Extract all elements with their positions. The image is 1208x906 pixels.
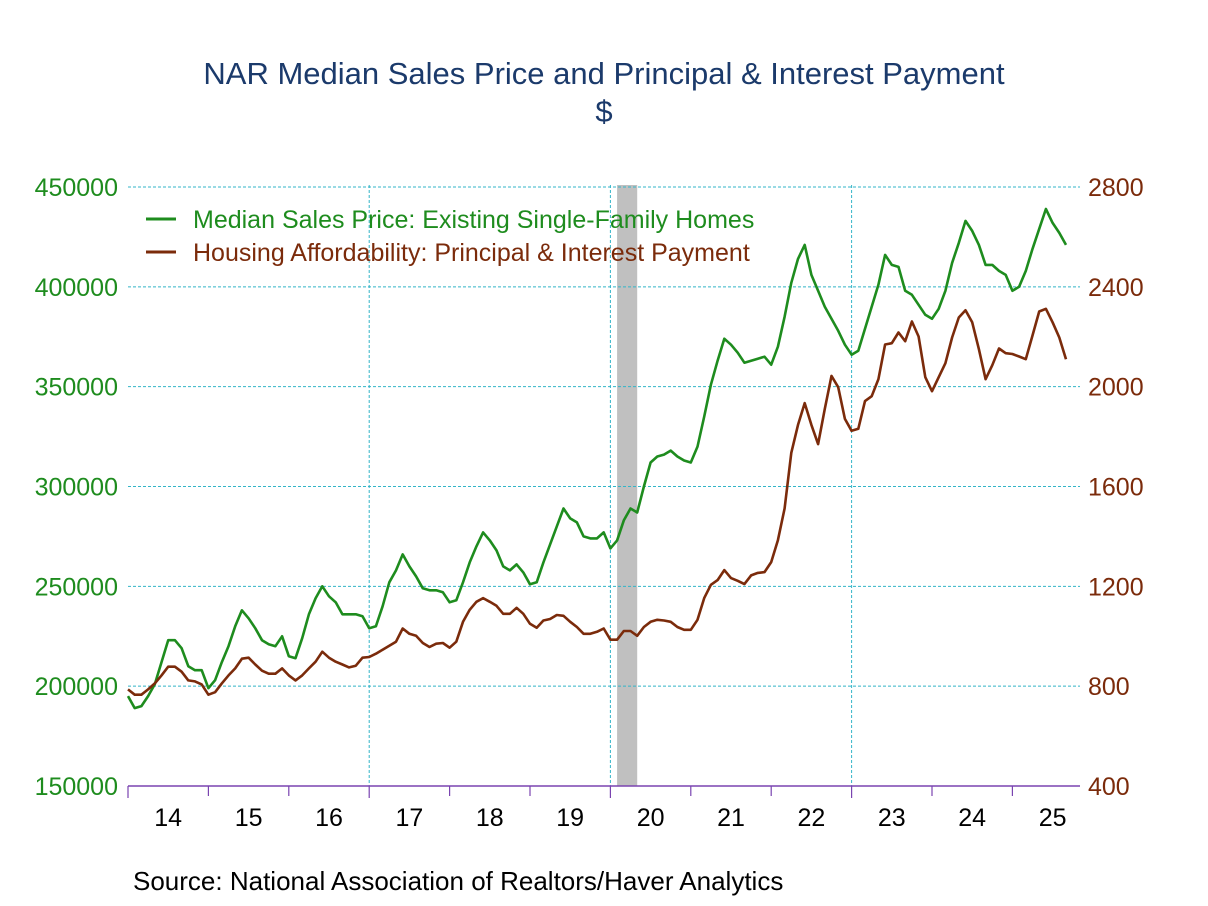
source-note: Source: National Association of Realtors… (133, 866, 784, 896)
left-axis-tick-label: 400000 (35, 274, 118, 302)
x-axis-tick-label: 24 (958, 804, 986, 832)
x-axis-tick-label: 21 (717, 804, 745, 832)
x-axis-tick-label: 22 (797, 804, 825, 832)
median-price-line (126, 207, 1068, 710)
payment-line (127, 307, 1068, 697)
legend-label: Median Sales Price: Existing Single-Fami… (193, 206, 754, 234)
left-axis-tick-label: 200000 (35, 673, 118, 701)
right-axis-tick-label: 400 (1088, 773, 1130, 801)
left-axis-tick-label: 350000 (35, 374, 118, 402)
left-axis-tick-label: 300000 (35, 474, 118, 502)
x-axis-tick-label: 25 (1039, 804, 1067, 832)
right-axis-tick-label: 2800 (1088, 174, 1144, 202)
chart-title: NAR Median Sales Price and Principal & I… (203, 56, 1005, 91)
x-axis-tick-label: 19 (556, 804, 584, 832)
x-axis-tick-label: 17 (395, 804, 423, 832)
left-axis-tick-label: 150000 (35, 773, 118, 801)
chart-subtitle: $ (595, 94, 613, 129)
legend-label: Housing Affordability: Principal & Inter… (193, 239, 750, 267)
right-axis-tick-label: 2400 (1088, 274, 1144, 302)
x-axis-tick-label: 18 (476, 804, 504, 832)
chart-title-block: NAR Median Sales Price and Principal & I… (0, 55, 1208, 131)
x-axis-tick-label: 14 (154, 804, 182, 832)
x-axis-tick-label: 23 (878, 804, 906, 832)
left-axis-tick-label: 450000 (35, 174, 118, 202)
left-axis-tick-label: 250000 (35, 573, 118, 601)
recession-shading (617, 185, 638, 786)
x-axis-tick-label: 16 (315, 804, 343, 832)
right-axis-tick-label: 800 (1088, 673, 1130, 701)
right-axis-tick-label: 1600 (1088, 474, 1144, 502)
x-axis-tick-label: 20 (637, 804, 665, 832)
x-axis-tick-label: 15 (235, 804, 263, 832)
right-axis-tick-label: 1200 (1088, 573, 1144, 601)
right-axis-tick-label: 2000 (1088, 374, 1144, 402)
